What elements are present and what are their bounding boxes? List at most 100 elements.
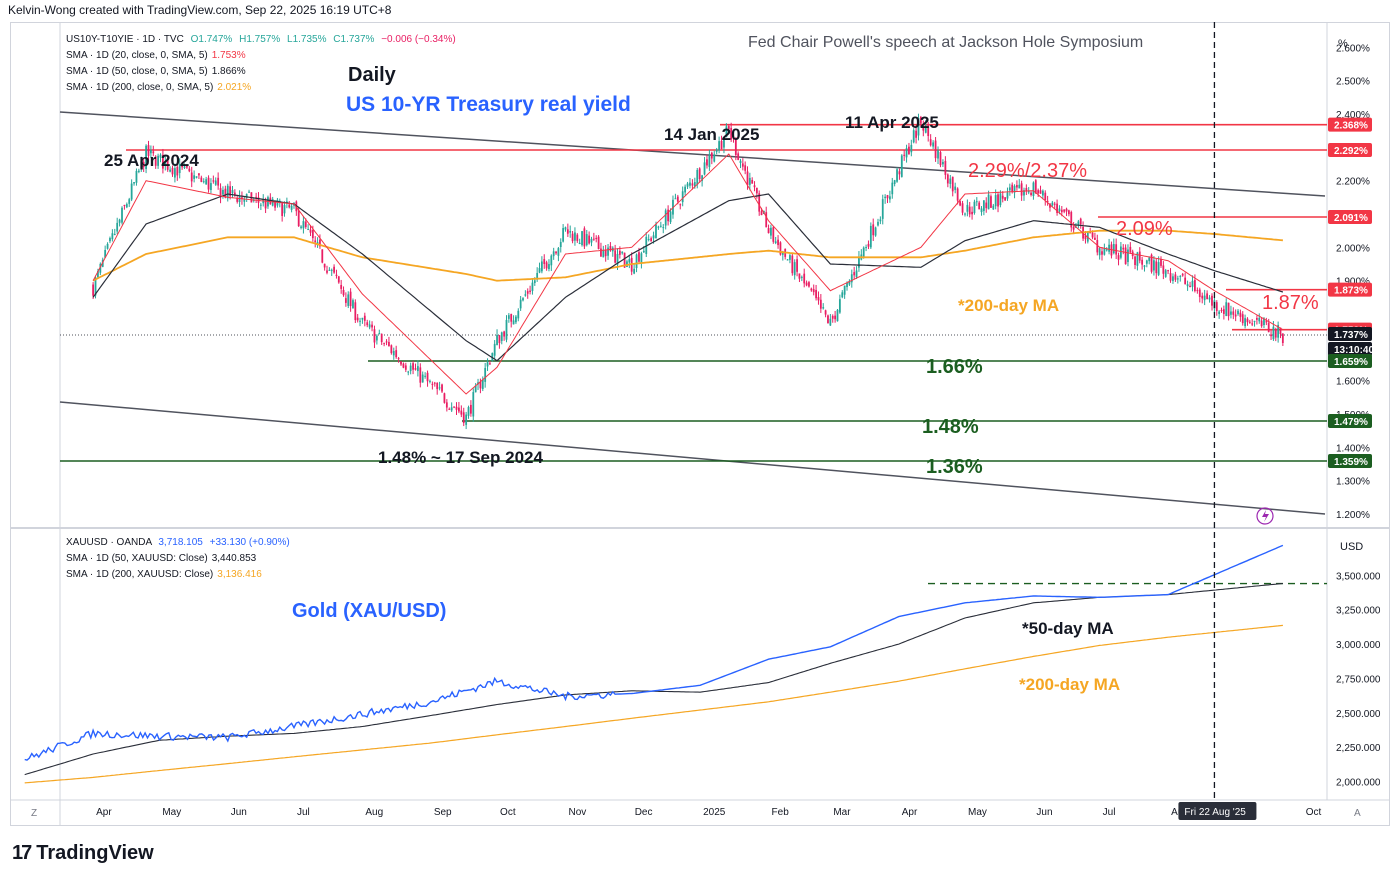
- candle-body: [545, 262, 548, 269]
- price-badge[interactable]: [1328, 210, 1372, 224]
- candle-body: [222, 189, 224, 195]
- candle-body: [831, 315, 834, 319]
- yield-pane[interactable]: [59, 111, 1327, 515]
- gold-sma200-line[interactable]: [24, 624, 1283, 784]
- candle-body: [588, 235, 591, 244]
- candle-body: [798, 273, 801, 279]
- timezone-button: Z: [31, 808, 37, 819]
- annotation-support-166: 1.66%: [926, 356, 983, 378]
- sma200-legend[interactable]: SMA · 1D (200, close, 0, SMA, 5) 2.021%: [66, 80, 456, 96]
- price-badge[interactable]: [1328, 342, 1372, 356]
- candle-body: [917, 118, 920, 136]
- candle-body: [647, 238, 650, 240]
- candle-body: [152, 151, 155, 154]
- candle-body: [137, 170, 140, 172]
- lightning-icon[interactable]: [1256, 507, 1274, 525]
- candle-body: [1018, 184, 1021, 189]
- candle-body: [723, 139, 725, 148]
- candle-body: [198, 173, 200, 176]
- price-axis-tick: 2.400%: [1336, 110, 1370, 121]
- candle-body: [130, 183, 133, 200]
- sma200-line[interactable]: [92, 229, 1283, 282]
- candle-body: [181, 164, 184, 168]
- candle-body: [772, 227, 775, 242]
- candle-body: [133, 182, 135, 184]
- candle-body: [1230, 311, 1232, 315]
- price-badge[interactable]: [1328, 282, 1372, 297]
- candle-body: [517, 310, 520, 319]
- annotation-apr2025: 11 Apr 2025: [845, 113, 939, 132]
- candle-body: [1037, 190, 1040, 194]
- candle-body: [512, 320, 515, 325]
- candle-body: [414, 368, 417, 370]
- price-badge[interactable]: [1328, 354, 1372, 368]
- tradingview-logo[interactable]: 17 TradingView: [12, 842, 154, 865]
- time-axis-label: Oct: [500, 807, 516, 818]
- candle-body: [118, 219, 121, 223]
- time-marker-badge[interactable]: [1178, 802, 1257, 820]
- time-axis-label: Nov: [568, 807, 586, 818]
- time-axis-label: Mar: [833, 807, 851, 818]
- channel-upper-line[interactable]: [59, 111, 1326, 197]
- candle-body: [1162, 265, 1165, 274]
- candle-body: [319, 239, 321, 247]
- price-badge[interactable]: [1328, 327, 1372, 341]
- gold-sma200-legend[interactable]: SMA · 1D (200, XAUUSD: Close) 3,136.416: [66, 567, 290, 583]
- candle-body: [1211, 295, 1213, 306]
- candle-body: [349, 291, 352, 307]
- gold-price-line[interactable]: [24, 544, 1284, 761]
- candle-body: [1157, 262, 1160, 275]
- channel-lower-line[interactable]: [59, 401, 1326, 515]
- price-badge[interactable]: [1328, 117, 1372, 132]
- price-badge[interactable]: [1328, 454, 1372, 468]
- price-axis-tick: 1.300%: [1336, 477, 1370, 488]
- axes-layer: 2.600%2.500%2.400%2.200%2.100%2.000%1.90…: [31, 22, 1381, 820]
- gold-symbol-line[interactable]: XAUUSD · OANDA 3,718.105 +33.130 (+0.90%…: [66, 535, 290, 551]
- candle-body: [243, 199, 246, 202]
- candle-body: [1063, 209, 1066, 212]
- candle-body: [174, 168, 176, 178]
- candle-body: [848, 280, 851, 285]
- candle-body: [846, 283, 848, 288]
- candle-body: [264, 201, 267, 209]
- price-badge-label: 2.091%: [1334, 213, 1368, 224]
- yield-symbol-line[interactable]: US10Y-T10YIE · 1D · TVC O1.747% H1.757% …: [66, 32, 456, 48]
- sma20-legend[interactable]: SMA · 1D (20, close, 0, SMA, 5) 1.753%: [66, 48, 456, 64]
- sma50-line[interactable]: [92, 193, 1284, 362]
- candle-body: [1237, 310, 1239, 315]
- candle-body: [337, 276, 340, 283]
- gold-pane[interactable]: [24, 544, 1327, 784]
- candle-body: [441, 384, 443, 392]
- gold-sma200-label: SMA · 1D (200, XAUUSD: Close): [66, 569, 214, 580]
- candle-body: [1053, 203, 1056, 205]
- candle-body: [550, 255, 553, 266]
- tradingview-logo-icon: 17: [12, 842, 32, 864]
- candle-body: [224, 188, 227, 198]
- gold-sma50-legend[interactable]: SMA · 1D (50, XAUUSD: Close) 3,440.853: [66, 551, 290, 567]
- candle-body: [210, 183, 212, 191]
- candle-body: [964, 213, 966, 215]
- candle-body: [973, 201, 976, 214]
- candle-body: [564, 227, 567, 230]
- candle-body: [657, 226, 660, 228]
- candle-body: [994, 195, 997, 207]
- candle-body: [755, 187, 758, 194]
- candle-body: [602, 249, 605, 258]
- candle-body: [328, 269, 331, 271]
- candle-body: [912, 130, 915, 143]
- candle-body: [583, 228, 586, 247]
- sma50-legend[interactable]: SMA · 1D (50, close, 0, SMA, 5) 1.866%: [66, 64, 456, 80]
- candle-body: [135, 170, 138, 183]
- sma20-line[interactable]: [92, 153, 1284, 395]
- sma50-label: SMA · 1D (50, close, 0, SMA, 5): [66, 66, 208, 77]
- price-badge[interactable]: [1328, 414, 1372, 428]
- price-badge[interactable]: [1328, 143, 1372, 157]
- price-axis-tick: 1.200%: [1336, 510, 1370, 521]
- candle-body: [489, 363, 491, 365]
- candle-body: [255, 196, 258, 198]
- candle-body: [786, 259, 789, 261]
- candle-body: [710, 152, 713, 159]
- candle-body: [779, 242, 782, 255]
- candle-body: [623, 252, 626, 268]
